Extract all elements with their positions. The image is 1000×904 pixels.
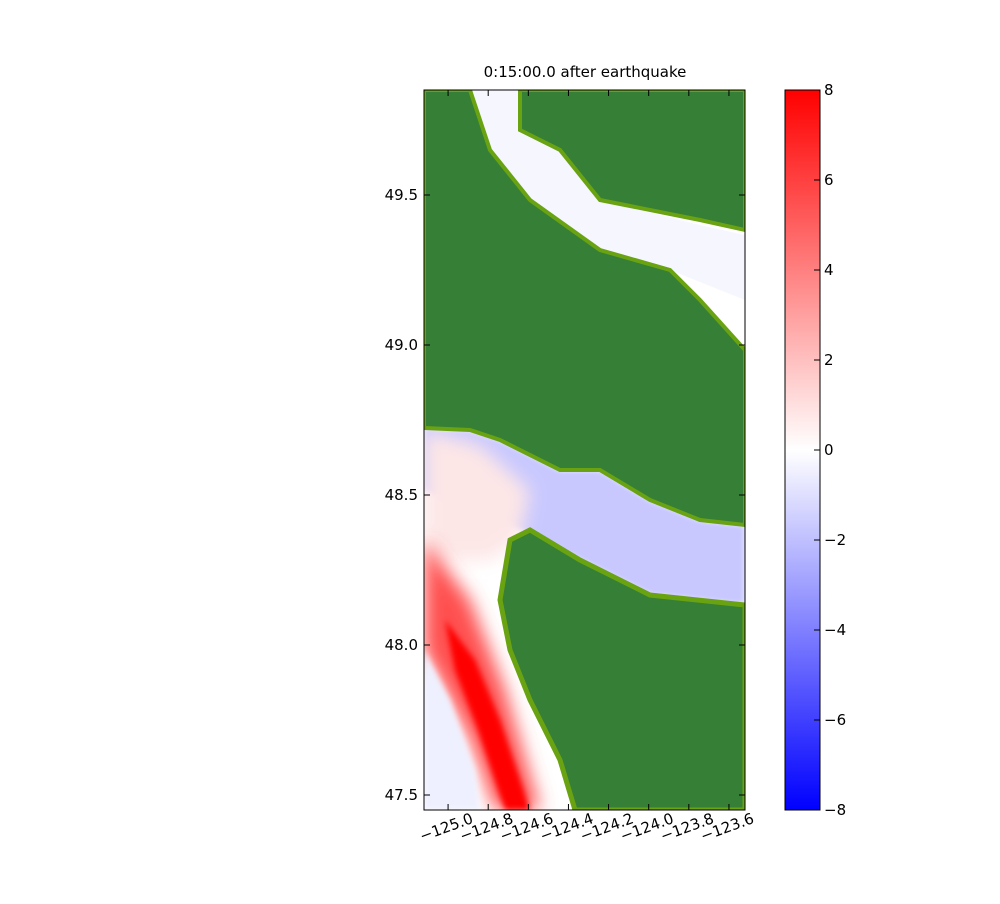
y-tick-label: 47.5 [385, 786, 418, 804]
colorbar-tick-label: 4 [824, 261, 834, 279]
colorbar-tick-label: 8 [824, 81, 834, 99]
wave-front [424, 540, 540, 810]
chart-title: 0:15:00.0 after earthquake [484, 63, 687, 81]
ocean-trough [424, 650, 480, 810]
map [424, 90, 745, 810]
y-tick-label: 48.0 [385, 636, 418, 654]
colorbar-tick-label: −4 [824, 621, 846, 639]
colorbar-tick-label: −8 [824, 801, 846, 819]
y-tick-label: 48.5 [385, 486, 418, 504]
land-olympic [497, 527, 745, 810]
water-north [470, 90, 745, 300]
y-tick-label: 49.0 [385, 336, 418, 354]
colorbar-tick-label: −2 [824, 531, 846, 549]
land-vancouver-island [424, 90, 745, 528]
colorbar-tick-label: 6 [824, 171, 834, 189]
colorbar-tick-label: −6 [824, 711, 846, 729]
plot-frame [423, 89, 746, 811]
wave-crest [445, 620, 530, 810]
colorbar-tick-label: 0 [824, 441, 834, 459]
ocean-positive [424, 430, 530, 560]
land-mainland [518, 90, 745, 233]
y-tick-label: 49.5 [385, 186, 418, 204]
colorbar-tick-label: 2 [824, 351, 834, 369]
